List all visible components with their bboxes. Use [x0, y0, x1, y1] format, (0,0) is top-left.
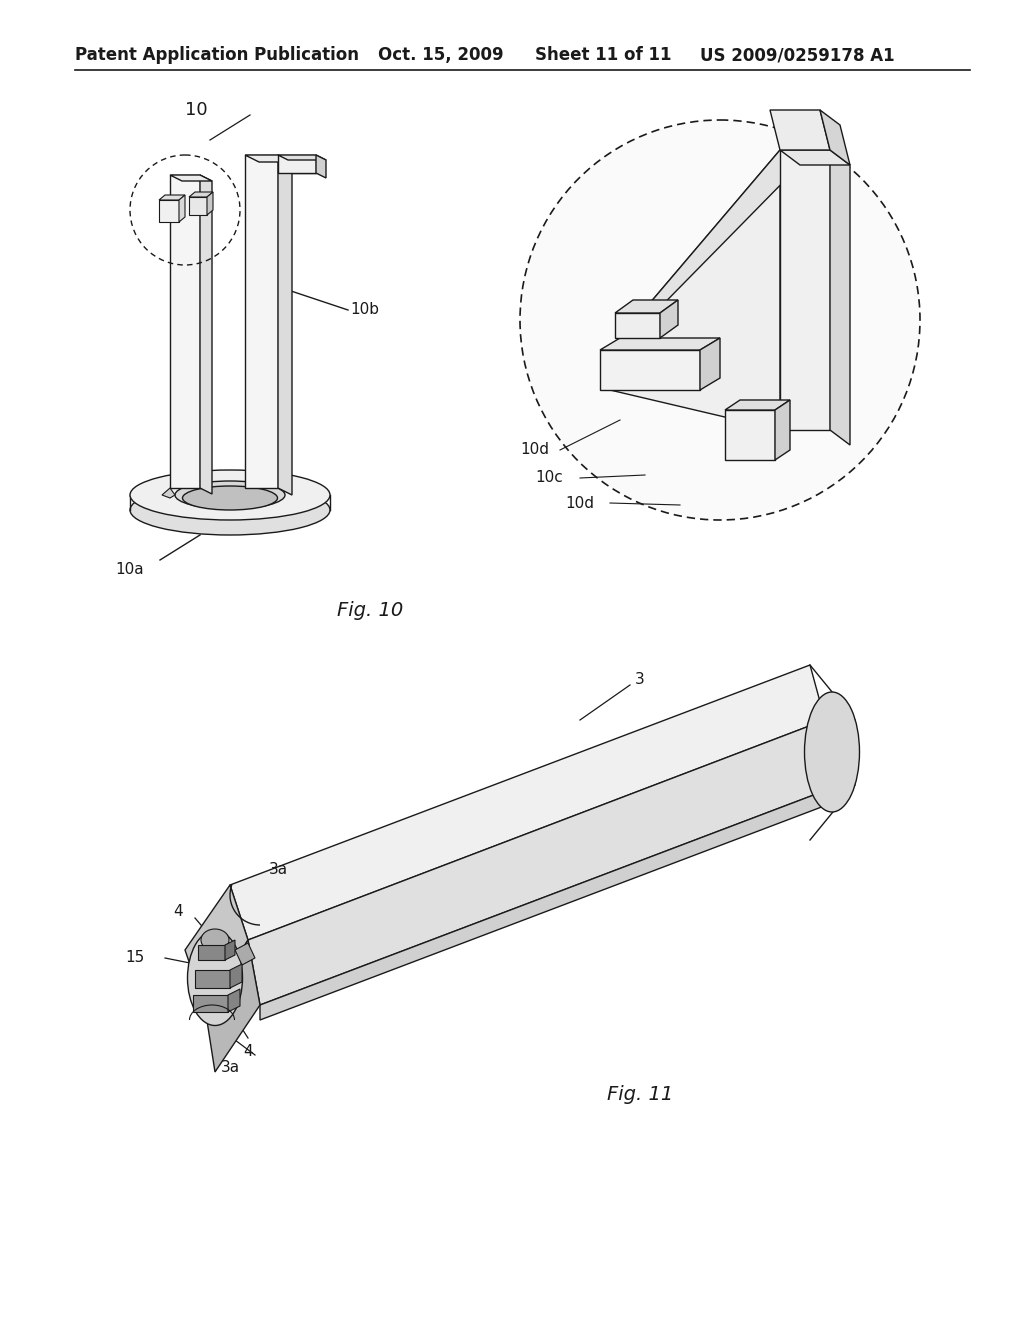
Polygon shape: [205, 940, 260, 1072]
Text: 10c: 10c: [535, 470, 563, 486]
Polygon shape: [600, 350, 700, 389]
Polygon shape: [615, 313, 660, 338]
Polygon shape: [600, 338, 720, 350]
Polygon shape: [230, 964, 242, 987]
Polygon shape: [278, 154, 292, 495]
Text: 4: 4: [243, 1044, 253, 1060]
Polygon shape: [770, 110, 830, 150]
Polygon shape: [775, 400, 790, 459]
Polygon shape: [228, 989, 240, 1012]
Polygon shape: [234, 942, 255, 965]
Text: 15: 15: [125, 950, 144, 965]
Text: 3: 3: [635, 672, 645, 688]
Text: 4: 4: [173, 904, 183, 920]
Text: Patent Application Publication: Patent Application Publication: [75, 46, 359, 63]
Ellipse shape: [130, 484, 330, 535]
Polygon shape: [660, 300, 678, 338]
Polygon shape: [610, 150, 800, 350]
Polygon shape: [185, 884, 248, 1008]
Text: 10b: 10b: [350, 302, 379, 318]
Polygon shape: [245, 154, 278, 488]
Text: US 2009/0259178 A1: US 2009/0259178 A1: [700, 46, 895, 63]
Ellipse shape: [201, 929, 229, 950]
Text: 10d: 10d: [565, 495, 594, 511]
Polygon shape: [189, 197, 207, 215]
Text: Sheet 11 of 11: Sheet 11 of 11: [535, 46, 672, 63]
Circle shape: [520, 120, 920, 520]
Text: 10d: 10d: [520, 442, 549, 458]
Polygon shape: [780, 150, 850, 165]
Polygon shape: [200, 176, 212, 494]
Polygon shape: [830, 150, 850, 445]
Polygon shape: [159, 201, 179, 222]
Text: 10: 10: [185, 102, 208, 119]
Polygon shape: [260, 785, 840, 1020]
Polygon shape: [610, 150, 780, 430]
Polygon shape: [189, 191, 213, 197]
Ellipse shape: [182, 486, 278, 510]
Polygon shape: [159, 195, 185, 201]
Polygon shape: [248, 719, 840, 1005]
Text: 10a: 10a: [116, 562, 144, 578]
Polygon shape: [198, 945, 225, 960]
Ellipse shape: [175, 480, 285, 510]
Polygon shape: [179, 195, 185, 222]
Polygon shape: [780, 150, 830, 430]
Polygon shape: [170, 176, 212, 181]
Ellipse shape: [805, 692, 859, 812]
Polygon shape: [278, 154, 326, 160]
Ellipse shape: [187, 931, 243, 1026]
Polygon shape: [725, 411, 775, 459]
Polygon shape: [278, 154, 316, 173]
Text: 3a: 3a: [220, 1060, 240, 1076]
Text: 3a: 3a: [268, 862, 288, 878]
Polygon shape: [245, 154, 292, 162]
Text: B: B: [193, 185, 204, 199]
Polygon shape: [725, 400, 790, 411]
Text: Oct. 15, 2009: Oct. 15, 2009: [378, 46, 504, 63]
Polygon shape: [193, 995, 228, 1012]
Polygon shape: [700, 338, 720, 389]
Polygon shape: [615, 300, 678, 313]
Polygon shape: [195, 970, 230, 987]
Polygon shape: [162, 488, 175, 498]
Polygon shape: [316, 154, 326, 178]
Ellipse shape: [130, 470, 330, 520]
Text: Fig. 11: Fig. 11: [607, 1085, 673, 1105]
Polygon shape: [207, 191, 213, 215]
Text: Fig. 10: Fig. 10: [337, 601, 403, 619]
Polygon shape: [225, 940, 234, 960]
Polygon shape: [170, 176, 200, 488]
Polygon shape: [230, 665, 825, 940]
Polygon shape: [820, 110, 850, 165]
